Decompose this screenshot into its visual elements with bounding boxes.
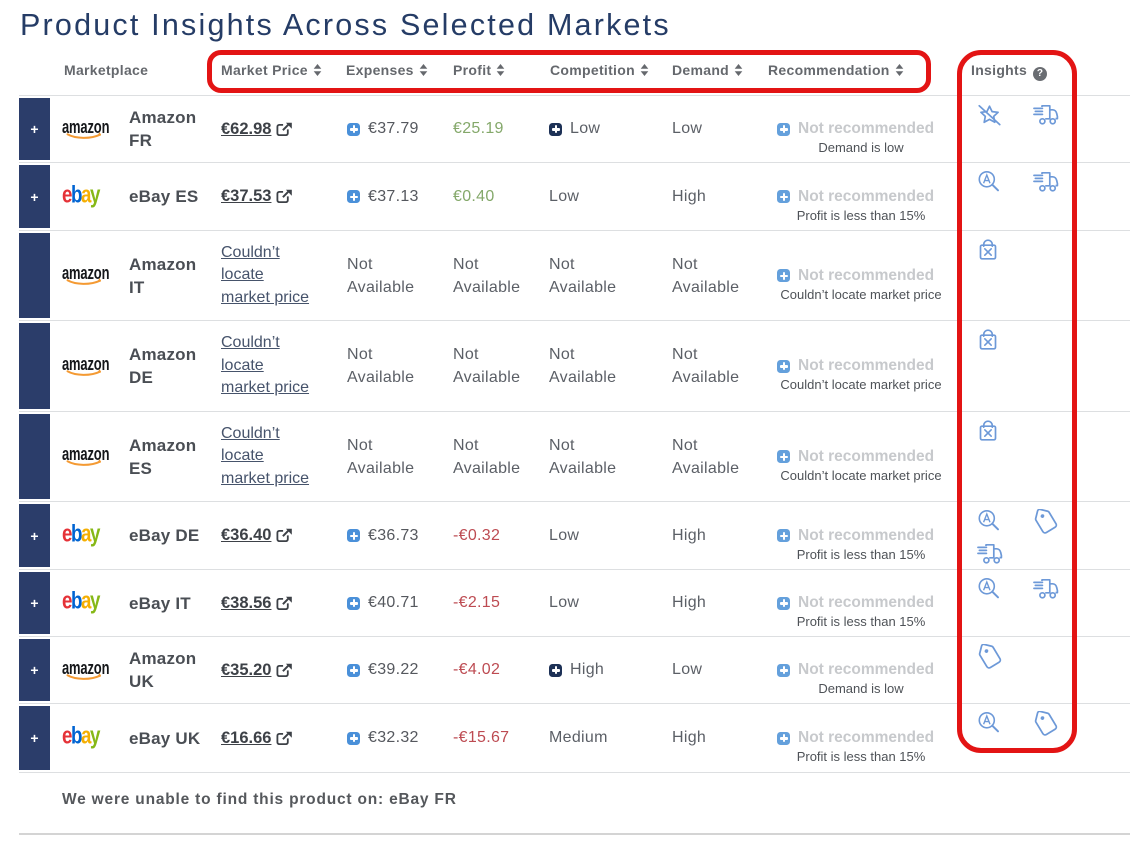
- svg-text:amazon: amazon: [62, 660, 109, 679]
- svg-text:amazon: amazon: [62, 119, 109, 138]
- svg-text:amazon: amazon: [62, 356, 109, 375]
- svg-text:amazon: amazon: [62, 265, 109, 284]
- svg-text:ebay: ebay: [62, 726, 100, 749]
- svg-text:ebay: ebay: [62, 524, 100, 547]
- svg-text:ebay: ebay: [62, 185, 100, 208]
- svg-text:ebay: ebay: [62, 591, 100, 614]
- svg-text:amazon: amazon: [62, 446, 109, 465]
